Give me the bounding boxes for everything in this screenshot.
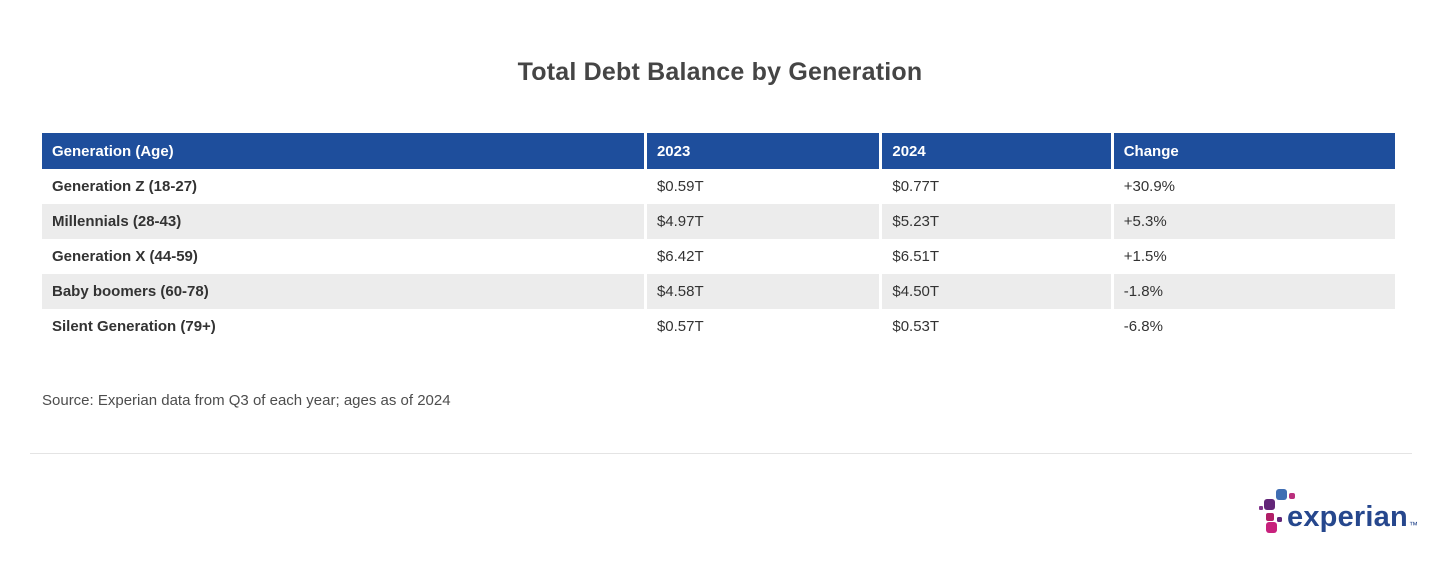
cell-2023-value: $0.57T <box>643 309 881 344</box>
cell-2023-value: $6.42T <box>643 239 881 274</box>
table-row: Silent Generation (79+) $0.57T $0.53T -6… <box>42 309 1395 344</box>
cell-generation: Generation X (44-59) <box>42 239 646 274</box>
page-title: Total Debt Balance by Generation <box>517 58 923 86</box>
logo-square-purple-tiny <box>1259 506 1263 510</box>
cell-2024-value: $0.53T <box>879 309 1113 344</box>
debt-table: Generation (Age) 2023 2024 Change Genera… <box>42 133 1395 344</box>
trademark-symbol: ™ <box>1408 520 1418 530</box>
cell-change-value: +5.3% <box>1110 204 1395 239</box>
cell-2024-value: $5.23T <box>879 204 1113 239</box>
cell-2024-value: $4.50T <box>879 274 1113 309</box>
experian-logo-mark-icon <box>1256 486 1296 536</box>
logo-square-magenta <box>1266 522 1277 533</box>
experian-wordmark: experian <box>1287 501 1408 533</box>
table-row: Baby boomers (60-78) $4.58T $4.50T -1.8% <box>42 274 1395 309</box>
source-note: Source: Experian data from Q3 of each ye… <box>42 392 451 409</box>
debt-table-container: Generation (Age) 2023 2024 Change Genera… <box>42 133 1395 344</box>
logo-square-blue <box>1276 489 1287 500</box>
column-header-2023: 2023 <box>643 133 881 169</box>
table-row: Generation X (44-59) $6.42T $6.51T +1.5% <box>42 239 1395 274</box>
cell-generation: Generation Z (18-27) <box>42 169 646 204</box>
cell-generation: Baby boomers (60-78) <box>42 274 646 309</box>
cell-2023-value: $4.58T <box>643 274 881 309</box>
cell-change-value: -6.8% <box>1110 309 1395 344</box>
cell-change-value: -1.8% <box>1110 274 1395 309</box>
logo-square-magenta-dot <box>1289 493 1295 499</box>
footer-divider <box>30 453 1412 454</box>
logo-square-purple-dot <box>1277 517 1282 522</box>
cell-2023-value: $0.59T <box>643 169 881 204</box>
cell-change-value: +1.5% <box>1110 239 1395 274</box>
table-row: Millennials (28-43) $4.97T $5.23T +5.3% <box>42 204 1395 239</box>
table-row: Generation Z (18-27) $0.59T $0.77T +30.9… <box>42 169 1395 204</box>
logo-square-magenta-small <box>1266 513 1274 521</box>
cell-2024-value: $0.77T <box>879 169 1113 204</box>
cell-2023-value: $4.97T <box>643 204 881 239</box>
cell-change-value: +30.9% <box>1110 169 1395 204</box>
column-header-generation: Generation (Age) <box>42 133 646 169</box>
column-header-2024: 2024 <box>879 133 1113 169</box>
table-header-row: Generation (Age) 2023 2024 Change <box>42 133 1395 169</box>
logo-square-purple <box>1264 499 1275 510</box>
column-header-change: Change <box>1110 133 1395 169</box>
experian-logo[interactable]: experian ™ <box>1256 486 1418 536</box>
cell-generation: Silent Generation (79+) <box>42 309 646 344</box>
cell-generation: Millennials (28-43) <box>42 204 646 239</box>
cell-2024-value: $6.51T <box>879 239 1113 274</box>
